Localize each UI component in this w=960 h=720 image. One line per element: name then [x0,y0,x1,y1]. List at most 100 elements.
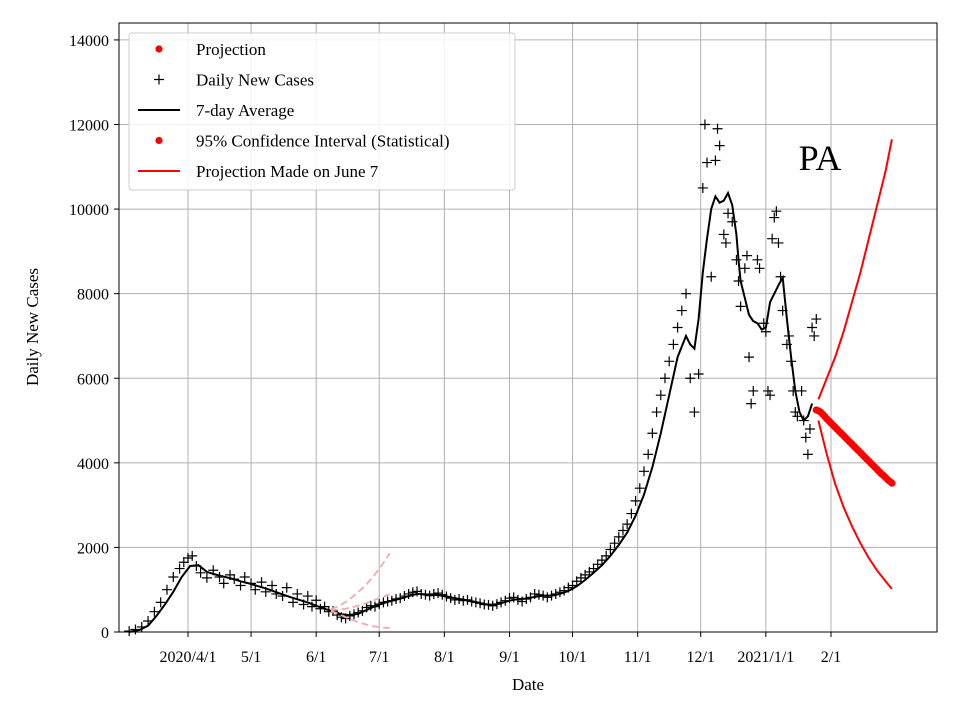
legend-label: 7-day Average [196,101,294,120]
y-tick-label: 4000 [77,456,109,473]
y-tick-label: 2000 [77,540,109,557]
data-point [149,606,160,617]
data-point [735,301,746,312]
data-point [723,208,734,219]
data-point [744,352,755,363]
data-point [267,580,278,591]
data-point [195,567,206,578]
x-tick-label: 7/1 [369,649,389,666]
data-point [697,182,708,193]
data-point [638,466,649,477]
data-point [630,495,641,506]
data-point [685,373,696,384]
series-projection-made-on-june-7 [330,593,390,611]
data-point [672,322,683,333]
data-point [256,577,267,588]
x-axis-title: Date [512,675,544,694]
data-point [712,123,723,134]
y-tick-label: 12000 [69,118,109,135]
data-point [433,588,444,599]
series-95-confidence-interval-statistical-upper [817,139,893,400]
data-point [664,356,675,367]
data-point [807,322,818,333]
data-point [332,610,343,621]
data-point [762,385,773,396]
data-point [809,330,820,341]
x-tick-label: 10/1 [558,649,586,666]
legend-label: Daily New Cases [196,71,314,90]
data-point [788,385,799,396]
y-axis-title: Daily New Cases [23,268,42,386]
data-point [311,595,322,606]
data-point [626,508,637,519]
x-tick-label: 6/1 [306,649,326,666]
data-point [542,592,553,603]
data-point [634,483,645,494]
legend-label: Projection [196,40,266,59]
data-point [288,597,299,608]
x-tick-label: 2021/1/1 [737,649,794,666]
series-projection-made-on-june-7-upper [330,552,391,611]
data-point [449,594,460,605]
data-point [800,432,811,443]
series-line [129,190,814,633]
data-point [161,584,172,595]
axis-ticks: 2020/4/1 5/1 6/1 7/1 8/1 9/1 10/1 11/1 12/1 2021/… [69,33,841,666]
legend-marker [155,45,163,53]
data-point [292,588,303,599]
data-point [403,588,414,599]
data-point [754,263,765,274]
data-point [733,275,744,286]
data-point [187,550,198,561]
data-point [769,212,780,223]
data-point [676,305,687,316]
legend-box [128,32,516,191]
y-tick-label: 0 [101,625,109,642]
data-point [718,229,729,240]
data-point [773,237,784,248]
state-label: PA [799,138,842,178]
x-tick-label: 12/1 [686,649,714,666]
data-point [605,544,616,555]
data-point [281,582,292,593]
data-point [746,398,757,409]
data-point [651,407,662,418]
data-point [168,572,179,583]
x-tick-label: 5/1 [241,649,261,666]
data-point [613,531,624,542]
data-point [706,271,717,282]
data-point [710,155,721,166]
data-point [796,385,807,396]
data-point [741,250,752,261]
series-line [330,552,391,611]
x-tick-label: 2020/4/1 [160,649,217,666]
data-point [720,237,731,248]
series-line [817,420,893,590]
data-point [668,339,679,350]
data-point [250,584,261,595]
data-point [752,254,763,265]
data-point [888,479,896,487]
data-point [739,263,750,274]
y-tick-label: 8000 [77,287,109,304]
plot-frame [118,22,938,633]
data-point [681,288,692,299]
data-point [655,390,666,401]
series-line [330,593,390,611]
x-tick-label: 9/1 [499,649,519,666]
plot-area [124,119,896,637]
data-point [201,572,212,583]
data-point [731,254,742,265]
data-point [592,559,603,570]
x-tick-label: 11/1 [624,649,652,666]
series-95-confidence-interval-statistical-lower [817,420,893,590]
data-point [239,572,250,583]
y-tick-label: 6000 [77,371,109,388]
data-point [714,140,725,151]
data-point [609,538,620,549]
data-point [771,206,782,217]
series-projection [812,406,896,487]
data-point [155,597,166,608]
data-point [643,449,654,460]
